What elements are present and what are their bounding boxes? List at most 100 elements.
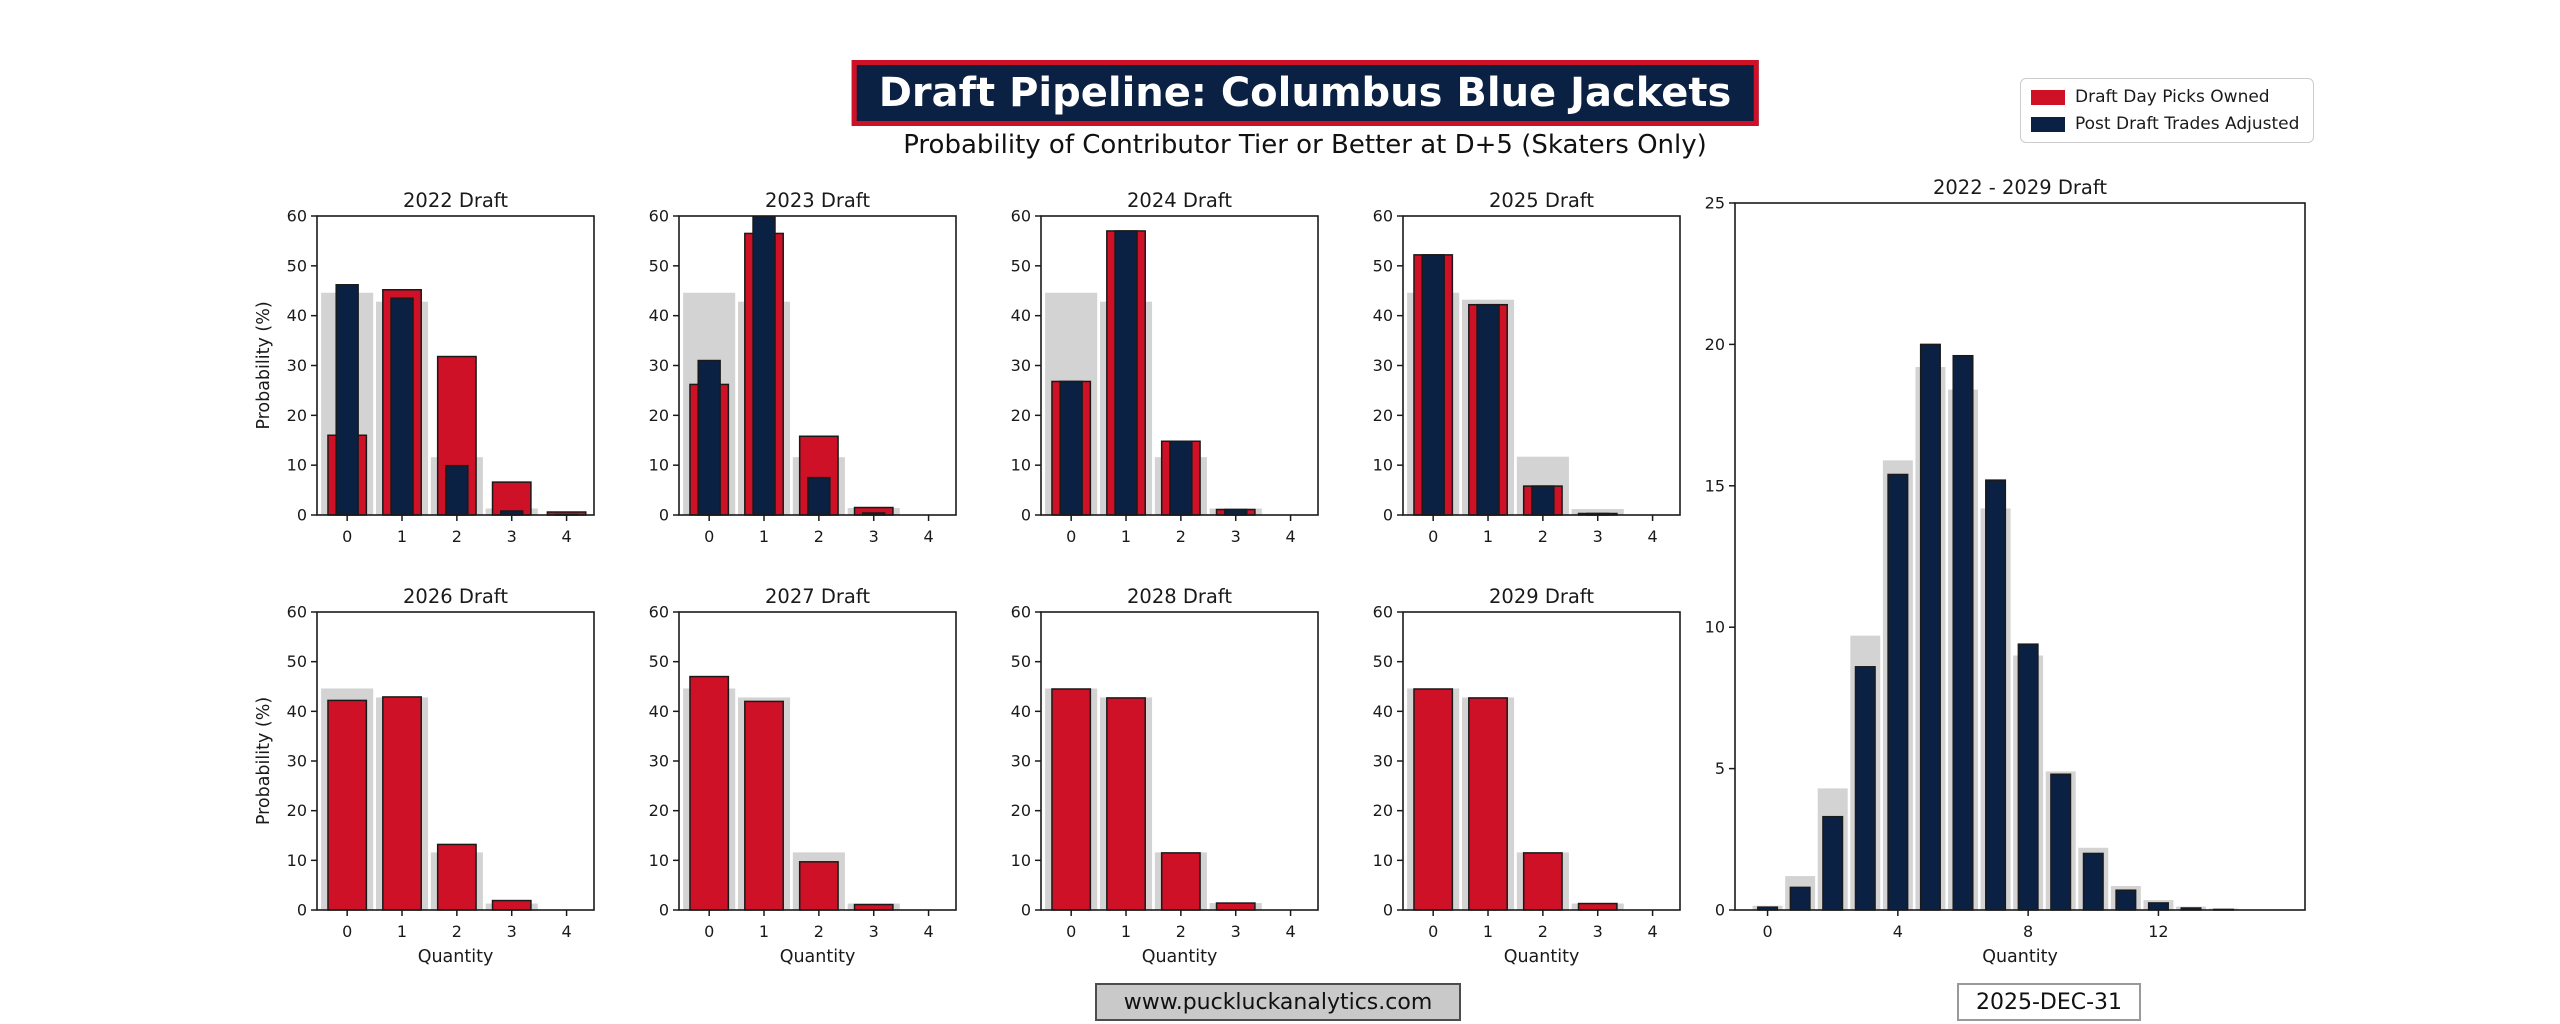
x-tick-label: 0 (342, 527, 352, 546)
x-tick-label: 2 (814, 922, 824, 941)
bar (798, 861, 839, 911)
y-tick-label: 50 (1373, 256, 1393, 275)
y-tick-label: 30 (1373, 752, 1393, 771)
bar (2147, 902, 2169, 911)
y-tick-label: 60 (1373, 603, 1393, 622)
bar (1160, 852, 1201, 911)
y-tick-label: 20 (1705, 335, 1725, 354)
legend-swatch-navy (2031, 116, 2065, 132)
bar (2115, 889, 2137, 911)
y-tick-label: 50 (1011, 652, 1031, 671)
y-tick-label: 0 (1383, 901, 1393, 920)
bar (697, 359, 721, 516)
y-tick-label: 15 (1705, 476, 1725, 495)
y-axis-label: Probability (%) (254, 697, 274, 825)
series-draft-day-picks-owned (1051, 688, 1256, 911)
x-axis-label: Quantity (780, 947, 856, 967)
chart-2029-draft: 0 10 20 30 40 50 60 0 1 2 3 4 2029 Draft Quantity (1373, 585, 1681, 967)
y-tick-label: 10 (1373, 851, 1393, 870)
bar (1059, 380, 1083, 516)
bar (1468, 697, 1508, 911)
bar (1114, 230, 1138, 516)
y-tick-label: 10 (1705, 618, 1725, 637)
x-tick-label: 4 (561, 922, 571, 941)
bar (1571, 509, 1624, 515)
y-tick-label: 40 (1011, 702, 1031, 721)
x-tick-label: 1 (1483, 922, 1493, 941)
bar (1952, 354, 1974, 911)
y-tick-label: 0 (659, 506, 669, 525)
x-tick-label: 1 (1483, 527, 1493, 546)
bar (1421, 254, 1445, 516)
y-tick-label: 10 (1373, 456, 1393, 475)
y-tick-label: 40 (1373, 306, 1393, 325)
x-tick-label: 4 (923, 527, 933, 546)
x-tick-label: 4 (1285, 527, 1295, 546)
x-tick-label: 3 (1231, 922, 1241, 941)
bar (1531, 485, 1555, 516)
y-tick-label: 60 (287, 207, 307, 226)
legend-label: Post Draft Trades Adjusted (2075, 114, 2300, 134)
bar (2050, 773, 2072, 911)
y-tick-label: 0 (1383, 506, 1393, 525)
y-tick-label: 20 (287, 801, 307, 820)
y-tick-label: 0 (659, 901, 669, 920)
x-tick-label: 0 (1428, 922, 1438, 941)
y-tick-label: 0 (1021, 506, 1031, 525)
bar (390, 297, 414, 516)
y-tick-label: 10 (287, 456, 307, 475)
series-post-draft-trades-adjusted (1757, 343, 2235, 911)
y-tick-label: 10 (1011, 456, 1031, 475)
chart-2022-draft: 0 10 20 30 40 50 60 0 1 2 3 4 2022 Draft Probability … (254, 189, 595, 546)
y-tick-label: 30 (649, 356, 669, 375)
x-tick-label: 0 (1762, 922, 1772, 941)
y-tick-label: 30 (1011, 356, 1031, 375)
y-tick-label: 20 (1373, 406, 1393, 425)
x-tick-label: 3 (1593, 527, 1603, 546)
bar (853, 903, 894, 911)
x-tick-label: 1 (397, 527, 407, 546)
x-tick-label: 2 (1538, 527, 1548, 546)
y-tick-label: 10 (649, 851, 669, 870)
y-tick-label: 10 (287, 851, 307, 870)
y-tick-label: 60 (1373, 207, 1393, 226)
x-tick-label: 3 (869, 922, 879, 941)
y-tick-label: 30 (287, 752, 307, 771)
y-tick-label: 40 (287, 306, 307, 325)
y-tick-label: 25 (1705, 194, 1725, 213)
date-label: 2025-DEC-31 (1957, 983, 2141, 1021)
bar (1051, 688, 1092, 911)
x-tick-label: 12 (2148, 922, 2168, 941)
x-tick-label: 2 (1538, 922, 1548, 941)
x-tick-label: 2 (1176, 922, 1186, 941)
y-tick-label: 50 (287, 652, 307, 671)
bar (1106, 697, 1146, 911)
y-tick-label: 50 (287, 256, 307, 275)
bar (1169, 440, 1193, 516)
y-tick-label: 60 (649, 603, 669, 622)
y-tick-label: 60 (1011, 207, 1031, 226)
bar (744, 700, 784, 911)
chart-2027-draft: 0 10 20 30 40 50 60 0 1 2 3 4 2027 Draft Quantity (649, 585, 957, 967)
legend: Draft Day Picks Owned Post Draft Trades … (2020, 78, 2315, 143)
x-tick-label: 3 (1593, 922, 1603, 941)
x-tick-label: 4 (1893, 922, 1903, 941)
y-tick-label: 20 (1011, 801, 1031, 820)
x-tick-label: 0 (1066, 527, 1076, 546)
y-tick-label: 20 (1373, 801, 1393, 820)
x-tick-label: 4 (923, 922, 933, 941)
x-tick-label: 0 (704, 527, 714, 546)
chart-title: 2024 Draft (1127, 189, 1232, 212)
y-tick-label: 50 (649, 652, 669, 671)
x-tick-label: 8 (2023, 922, 2033, 941)
bar (689, 675, 730, 911)
y-tick-label: 60 (1011, 603, 1031, 622)
y-tick-label: 40 (649, 306, 669, 325)
y-tick-label: 5 (1715, 759, 1725, 778)
x-tick-label: 0 (342, 922, 352, 941)
website-label: www.puckluckanalytics.com (1095, 983, 1461, 1021)
y-tick-label: 60 (287, 603, 307, 622)
x-axis-label: Quantity (1142, 947, 1218, 967)
